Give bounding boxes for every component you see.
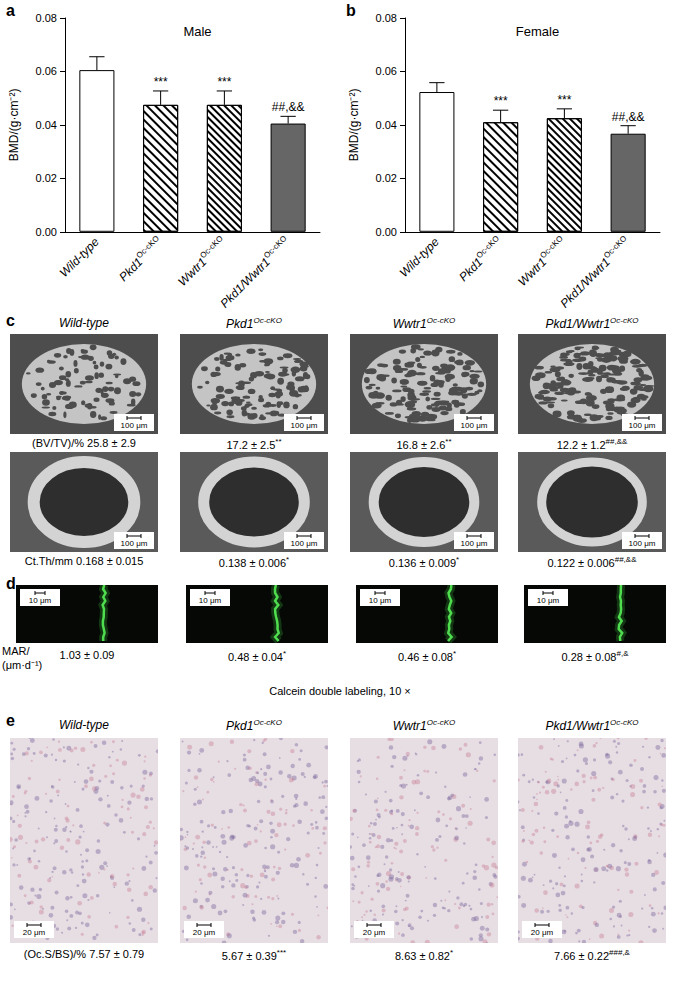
svg-text:a: a: [6, 2, 15, 19]
html-text:d: d: [6, 575, 16, 592]
svg-text:***: ***: [154, 75, 168, 89]
html-text:1.03 ± 0.09: 1.03 ± 0.09: [59, 649, 115, 661]
svg-text:0.04: 0.04: [376, 119, 397, 131]
html-text:0.28 ± 0.08#,&: 0.28 ± 0.08#,&: [561, 649, 629, 663]
svg-text:0.04: 0.04: [36, 119, 57, 131]
svg-text:10 μm: 10 μm: [199, 596, 222, 605]
html-text:Pkd1/Wwtr1Oc-cKO: Pkd1/Wwtr1Oc-cKO: [545, 718, 639, 733]
svg-text:Oc-cKO: Oc-cKO: [602, 234, 628, 260]
html-text:17.2 ± 2.5**: 17.2 ± 2.5**: [226, 437, 282, 451]
svg-text:100 μm: 100 μm: [461, 539, 488, 548]
svg-text:***: ***: [217, 75, 231, 89]
html-text:5.67 ± 0.39***: 5.67 ± 0.39***: [221, 948, 287, 962]
svg-text:0.08: 0.08: [376, 12, 397, 24]
html-text:Pkd1Oc-cKO: Pkd1Oc-cKO: [226, 718, 282, 733]
svg-text:Pkd1/Wwtr1: Pkd1/Wwtr1: [217, 255, 273, 311]
svg-text:b: b: [346, 2, 356, 19]
svg-text:Oc-cKO: Oc-cKO: [198, 234, 224, 260]
html-text:(μm·d⁻¹): (μm·d⁻¹): [2, 659, 43, 671]
svg-text:20 μm: 20 μm: [363, 928, 386, 937]
html-text:Pkd1/Wwtr1Oc-cKO: Pkd1/Wwtr1Oc-cKO: [545, 316, 639, 331]
html-text:MAR/: MAR/: [2, 645, 30, 657]
svg-text:Wild-type: Wild-type: [57, 235, 102, 280]
svg-text:BMD/(g·cm⁻²): BMD/(g·cm⁻²): [347, 89, 361, 162]
svg-text:10 μm: 10 μm: [537, 596, 560, 605]
svg-text:Wild-type: Wild-type: [397, 235, 442, 280]
svg-text:10 μm: 10 μm: [29, 596, 52, 605]
html-text:0.138 ± 0.006*: 0.138 ± 0.006*: [218, 555, 290, 569]
html-text:Wwtr1Oc-cKO: Wwtr1Oc-cKO: [392, 718, 456, 733]
svg-text:100 μm: 100 μm: [121, 421, 148, 430]
svg-text:0.08: 0.08: [36, 12, 57, 24]
html-text:0.48 ± 0.04*: 0.48 ± 0.04*: [228, 649, 286, 663]
svg-text:0.00: 0.00: [36, 226, 57, 238]
html-text:8.63 ± 0.82*: 8.63 ± 0.82*: [395, 948, 453, 962]
svg-text:20 μm: 20 μm: [193, 928, 216, 937]
svg-text:0.02: 0.02: [376, 172, 397, 184]
svg-text:Male: Male: [183, 24, 211, 39]
svg-text:20 μm: 20 μm: [531, 928, 554, 937]
svg-text:***: ***: [494, 94, 508, 108]
html-text:16.8 ± 2.6**: 16.8 ± 2.6**: [396, 437, 452, 451]
svg-text:Oc-cKO: Oc-cKO: [262, 234, 288, 260]
svg-text:0.02: 0.02: [36, 172, 57, 184]
html-text:Wild-type: Wild-type: [59, 718, 109, 732]
html-text:(BV/TV)/% 25.8 ± 2.9: (BV/TV)/% 25.8 ± 2.9: [32, 437, 136, 449]
html-text:Calcein double labeling, 10 ×: Calcein double labeling, 10 ×: [269, 685, 411, 697]
svg-text:##,&&: ##,&&: [612, 110, 645, 124]
svg-text:0.06: 0.06: [36, 65, 57, 77]
html-text:Ct.Th/mm 0.168 ± 0.015: Ct.Th/mm 0.168 ± 0.015: [24, 555, 144, 567]
html-text:7.66 ± 0.22###,&: 7.66 ± 0.22###,&: [554, 948, 630, 962]
html-text:(Oc.S/BS)/% 7.57 ± 0.79: (Oc.S/BS)/% 7.57 ± 0.79: [23, 948, 145, 960]
svg-text:100 μm: 100 μm: [291, 539, 318, 548]
html-text:12.2 ± 1.2##,&&: 12.2 ± 1.2##,&&: [556, 437, 628, 451]
svg-text:10 μm: 10 μm: [369, 596, 392, 605]
svg-text:Oc-cKO: Oc-cKO: [538, 234, 564, 260]
svg-text:Oc-cKO: Oc-cKO: [475, 234, 501, 260]
svg-text:0.00: 0.00: [376, 226, 397, 238]
svg-text:100 μm: 100 μm: [629, 421, 656, 430]
svg-text:100 μm: 100 μm: [629, 539, 656, 548]
html-text:c: c: [6, 312, 15, 329]
html-text:Wwtr1Oc-cKO: Wwtr1Oc-cKO: [392, 316, 456, 331]
html-text:Pkd1Oc-cKO: Pkd1Oc-cKO: [226, 316, 282, 331]
html-text:e: e: [6, 712, 15, 729]
svg-text:100 μm: 100 μm: [121, 539, 148, 548]
svg-text:100 μm: 100 μm: [461, 421, 488, 430]
svg-text:Female: Female: [516, 24, 559, 39]
svg-text:##,&&: ##,&&: [272, 100, 305, 114]
svg-text:Pkd1: Pkd1: [456, 255, 485, 284]
html-text:Wild-type: Wild-type: [59, 316, 109, 330]
svg-text:Wwtr1: Wwtr1: [515, 255, 549, 289]
svg-text:20 μm: 20 μm: [23, 928, 46, 937]
svg-text:Pkd1/Wwtr1: Pkd1/Wwtr1: [557, 255, 613, 311]
html-text:0.136 ± 0.009*: 0.136 ± 0.009*: [388, 555, 460, 569]
svg-text:0.06: 0.06: [376, 65, 397, 77]
html-text:0.122 ± 0.006##,&&: 0.122 ± 0.006##,&&: [547, 555, 637, 569]
svg-text:Wwtr1: Wwtr1: [175, 255, 209, 289]
svg-text:Pkd1: Pkd1: [116, 255, 145, 284]
html-text:0.46 ± 0.08*: 0.46 ± 0.08*: [398, 649, 456, 663]
svg-text:***: ***: [557, 93, 571, 107]
svg-text:100 μm: 100 μm: [291, 421, 318, 430]
svg-text:BMD/(g·cm⁻²): BMD/(g·cm⁻²): [7, 89, 21, 162]
svg-text:Oc-cKO: Oc-cKO: [135, 234, 161, 260]
